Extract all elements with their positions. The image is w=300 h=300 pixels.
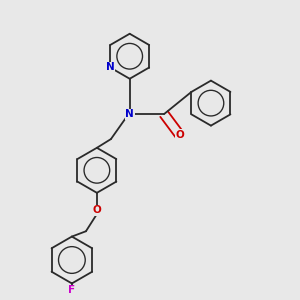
Text: F: F <box>68 285 75 295</box>
Text: N: N <box>125 109 134 119</box>
Text: N: N <box>106 62 115 73</box>
Text: O: O <box>92 205 101 215</box>
Text: O: O <box>175 130 184 140</box>
